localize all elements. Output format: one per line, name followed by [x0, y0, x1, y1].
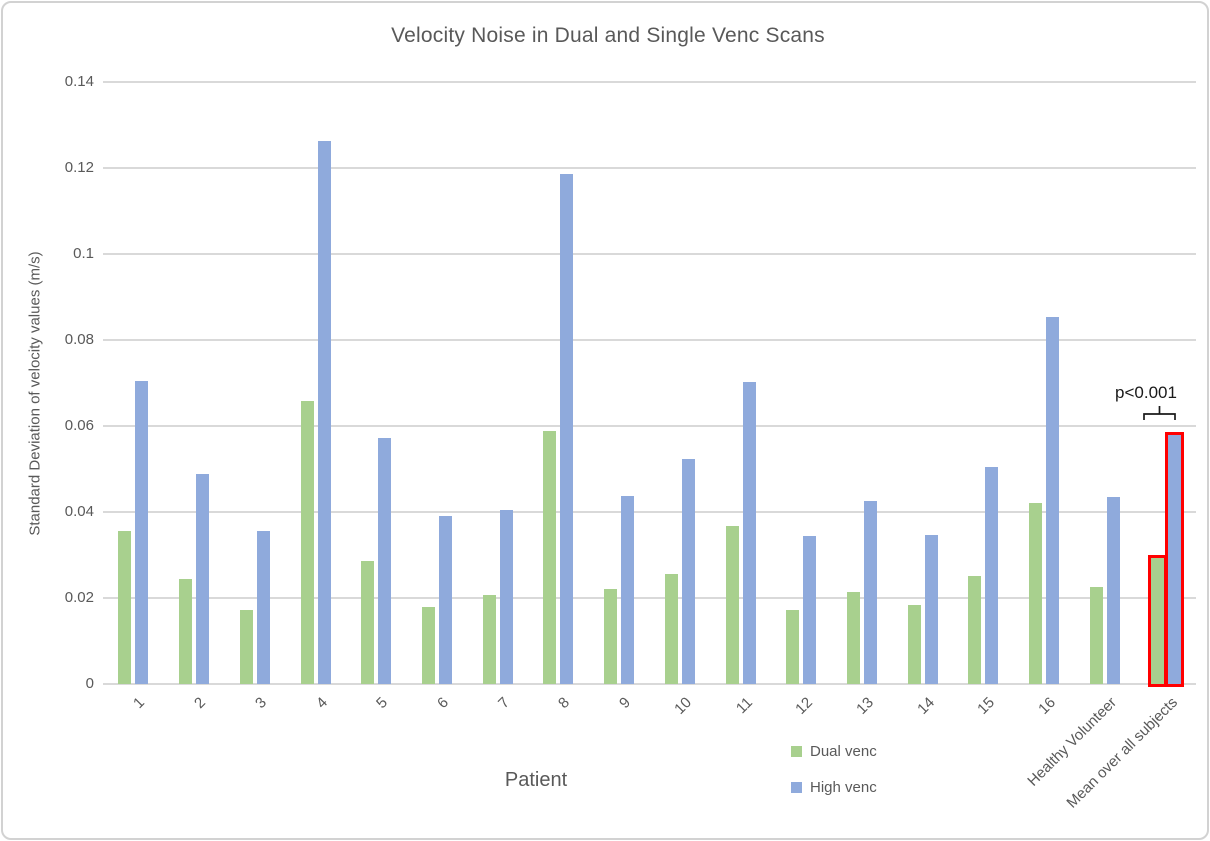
y-tick-label: 0.02	[64, 589, 94, 606]
y-tick-label: 0.04	[64, 503, 94, 520]
bar-high-venc-12	[803, 536, 817, 684]
bar-high-venc-healthy-volunteer	[1106, 496, 1120, 684]
y-tick-label: 0.08	[64, 331, 94, 348]
bar-dual-venc-4	[300, 401, 314, 684]
bar-high-venc-mean-over-all-subjects	[1167, 435, 1181, 684]
bar-high-venc-7	[499, 510, 513, 684]
gridline	[103, 511, 1196, 513]
x-tick-label: 3	[251, 694, 270, 712]
bar-high-venc-3	[256, 531, 270, 684]
legend-label-high-venc: High venc	[810, 778, 877, 796]
x-tick-label: Healthy Volunteer	[1024, 694, 1120, 790]
bar-dual-venc-mean-over-all-subjects	[1150, 558, 1164, 684]
bar-high-venc-9	[621, 496, 635, 684]
gridline	[103, 425, 1196, 427]
bar-high-venc-15	[985, 466, 999, 684]
bar-dual-venc-9	[604, 588, 618, 684]
bar-dual-venc-2	[179, 578, 193, 684]
bar-high-venc-16	[1046, 317, 1060, 684]
x-tick-label: 2	[191, 694, 210, 712]
bar-dual-venc-7	[482, 595, 496, 684]
gridline	[103, 597, 1196, 599]
x-tick-label: 4	[312, 694, 331, 712]
bar-dual-venc-3	[239, 610, 253, 684]
x-axis-title: Patient	[504, 769, 568, 791]
highlight-outline	[1164, 432, 1184, 687]
y-tick-label: 0.12	[64, 159, 94, 176]
gridline	[103, 167, 1196, 169]
x-tick-label: 1	[130, 694, 149, 712]
legend: Dual venc High venc	[791, 743, 877, 815]
gridline	[103, 683, 1196, 685]
bar-dual-venc-1	[118, 531, 132, 684]
legend-item-high-venc: High venc	[791, 778, 877, 796]
x-tick-label: 6	[434, 694, 452, 712]
bar-dual-venc-8	[543, 430, 557, 684]
y-tick-label: 0	[85, 675, 94, 692]
bar-dual-venc-5	[361, 560, 375, 684]
x-tick-label: 7	[494, 694, 513, 712]
bar-dual-venc-10	[664, 574, 678, 684]
significance-bracket-icon	[1143, 406, 1176, 420]
y-tick-label: 0.1	[73, 245, 94, 262]
legend-swatch-high-venc	[791, 781, 802, 793]
bar-high-venc-8	[560, 174, 574, 684]
bar-dual-venc-15	[968, 575, 982, 684]
bar-high-venc-13	[864, 500, 878, 684]
bar-dual-venc-6	[421, 607, 435, 684]
x-tick-label: 15	[974, 694, 999, 718]
bar-high-venc-11	[742, 381, 756, 684]
bar-dual-venc-13	[847, 592, 861, 684]
bar-high-venc-1	[135, 381, 149, 684]
gridline	[103, 81, 1196, 83]
y-tick-label: 0.14	[64, 73, 94, 90]
x-tick-label: 16	[1035, 694, 1060, 718]
bar-dual-venc-healthy-volunteer	[1089, 587, 1103, 684]
x-tick-label: 8	[555, 694, 574, 712]
legend-swatch-dual-venc	[791, 745, 802, 757]
y-tick-label: 0.06	[64, 417, 94, 434]
bar-dual-venc-16	[1029, 503, 1043, 684]
bar-high-venc-14	[924, 534, 938, 684]
bar-high-venc-6	[438, 516, 452, 684]
bar-high-venc-4	[317, 140, 331, 684]
x-tick-label: 11	[732, 694, 756, 718]
significance-annotation-text: p<0.001	[1115, 383, 1177, 402]
plot-area	[103, 81, 1196, 685]
bar-dual-venc-11	[725, 526, 739, 684]
legend-label-dual-venc: Dual venc	[810, 742, 877, 760]
x-tick-label: 9	[616, 694, 635, 712]
bar-dual-venc-12	[786, 610, 800, 684]
bar-dual-venc-14	[907, 604, 921, 684]
x-tick-label: Mean over all subjects	[1063, 694, 1181, 812]
legend-item-dual-venc: Dual venc	[791, 742, 877, 760]
gridline	[103, 253, 1196, 255]
bar-high-venc-2	[196, 474, 210, 684]
x-tick-label: 5	[373, 694, 392, 712]
gridline	[103, 339, 1196, 341]
bar-high-venc-5	[378, 438, 392, 684]
chart-title: Velocity Noise in Dual and Single Venc S…	[391, 24, 825, 47]
y-axis-title: Standard Deviation of velocity values (m…	[26, 251, 44, 536]
bar-high-venc-10	[681, 459, 695, 684]
x-tick-label: 10	[671, 694, 695, 718]
